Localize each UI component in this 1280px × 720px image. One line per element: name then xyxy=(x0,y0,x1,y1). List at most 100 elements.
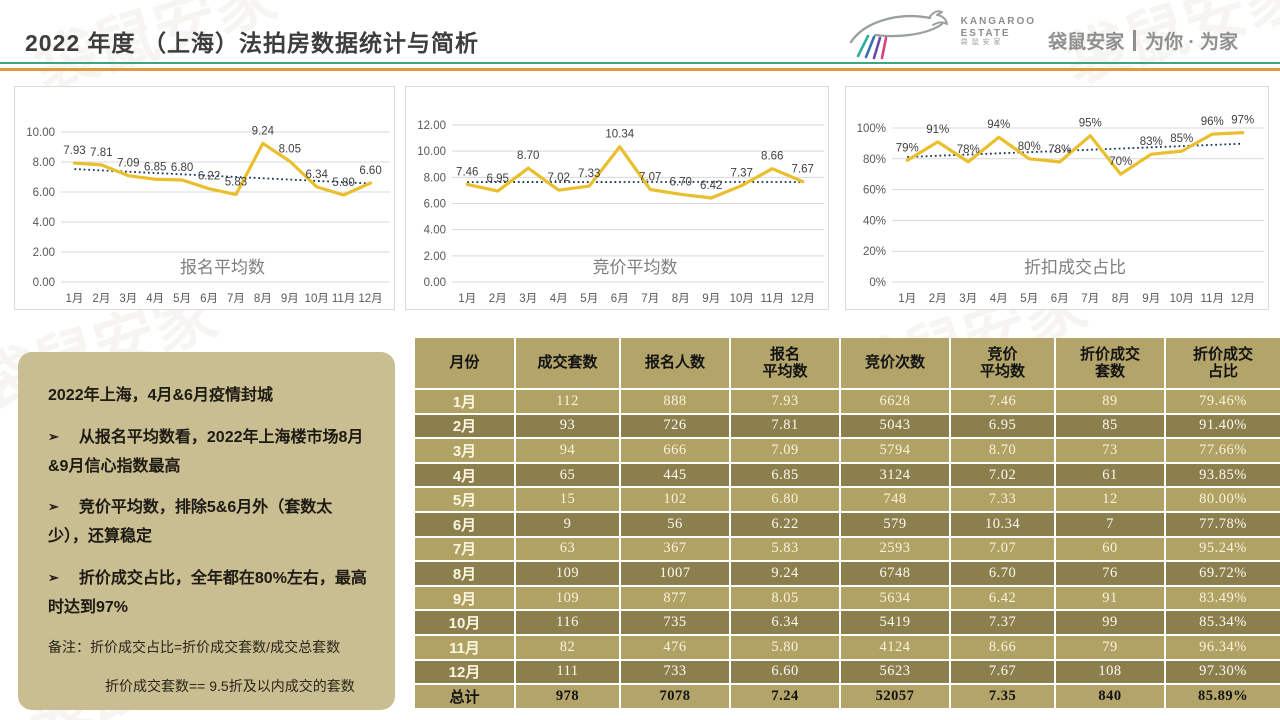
bullet-arrow-icon: ➢ xyxy=(48,569,59,585)
table-cell: 7.07 xyxy=(951,537,1054,561)
table-cell: 6月 xyxy=(415,512,514,536)
header-rule-orange xyxy=(0,68,1280,71)
data-point-label: 8.66 xyxy=(761,151,783,163)
data-point-label: 5.83 xyxy=(225,177,247,189)
data-point-label: 10.34 xyxy=(605,129,634,141)
x-axis-tick-label: 5月 xyxy=(173,293,191,305)
data-point-label: 6.42 xyxy=(700,180,722,192)
table-total-cell: 52057 xyxy=(841,685,949,708)
data-point-label: 91% xyxy=(926,124,949,136)
table-header-cell: 成交套数 xyxy=(516,338,619,388)
table-cell: 85 xyxy=(1056,414,1164,438)
table-cell: 7.02 xyxy=(951,463,1054,487)
table-cell: 7.93 xyxy=(731,390,839,413)
y-axis-tick-label: 20% xyxy=(863,246,886,258)
x-axis-tick-label: 7月 xyxy=(227,293,245,305)
table-cell: 89 xyxy=(1056,390,1164,413)
bullet-arrow-icon: ➢ xyxy=(48,428,59,444)
table-cell: 445 xyxy=(621,463,729,487)
x-axis-tick-label: 10月 xyxy=(1170,293,1194,305)
x-axis-tick-label: 8月 xyxy=(254,293,272,305)
data-point-label: 8.70 xyxy=(517,150,539,162)
table-cell: 91.40% xyxy=(1166,414,1280,438)
data-series-line xyxy=(72,141,373,197)
table-cell: 367 xyxy=(621,537,729,561)
x-axis-tick-label: 3月 xyxy=(519,293,537,305)
table-cell: 5043 xyxy=(841,414,949,438)
table-cell: 6.70 xyxy=(951,562,1054,585)
y-axis-tick-label: 8.00 xyxy=(33,157,55,169)
chart-card-discount-deal-ratio: 0% 20% 40% 60% 80% 100% 1月 2月 3月 4月 5月 6月 7月 8月 9月 10月 1… xyxy=(845,86,1269,310)
brand-tagline: 袋鼠安家 为你 · 为家 xyxy=(1048,27,1238,60)
table-cell: 9月 xyxy=(415,586,514,610)
x-axis-tick-label: 10月 xyxy=(305,293,329,305)
chart-card-bidding-average: 0.00 2.00 4.00 6.00 8.00 10.00 12.00 1月 2月 3月 4月 5月… xyxy=(405,86,829,310)
data-point-label: 79% xyxy=(896,142,919,154)
table-cell: 5634 xyxy=(841,586,949,610)
table-cell: 93 xyxy=(516,414,619,438)
monthly-data-table: 月份 成交套数 报名人数 报名 平均数 竞价次数 竞价 平均数 折价成交 套数 折价成交 占比… xyxy=(415,338,1280,708)
table-cell: 61 xyxy=(1056,463,1164,487)
table-header-cell: 报名人数 xyxy=(621,338,729,388)
page-title: 2022 年度 （上海）法拍房数据统计与简析 xyxy=(25,30,479,56)
x-axis-tick-label: 1月 xyxy=(458,293,476,305)
table-cell: 3月 xyxy=(415,439,514,462)
kangaroo-logo-icon xyxy=(849,10,948,60)
brand-name: KANGAROO ESTATE 袋 鼠 安 家 xyxy=(961,16,1036,51)
insight-bullet-line: ➢ 从报名平均数看，2022年上海楼市场8月&9月信心指数最高 xyxy=(48,424,371,482)
x-axis-tick-label: 4月 xyxy=(146,293,164,305)
table-cell: 5月 xyxy=(415,488,514,511)
x-axis-tick-label: 2月 xyxy=(929,293,947,305)
y-axis-tick-label: 2.00 xyxy=(424,251,446,263)
table-cell: 111 xyxy=(516,660,619,684)
data-point-label: 5.80 xyxy=(332,177,354,189)
x-axis-tick-label: 1月 xyxy=(66,293,84,305)
y-axis-tick-label: 6.00 xyxy=(424,199,446,211)
data-point-label: 7.09 xyxy=(117,158,139,170)
table-cell: 6.34 xyxy=(731,611,839,634)
table-cell: 7.37 xyxy=(951,611,1054,634)
x-axis-tick-label: 6月 xyxy=(200,293,218,305)
x-axis-tick-label: 6月 xyxy=(611,293,629,305)
table-cell: 8月 xyxy=(415,562,514,585)
table-cell: 735 xyxy=(621,611,729,634)
table-cell: 10月 xyxy=(415,611,514,634)
y-axis-tick-label: 100% xyxy=(857,123,886,135)
x-axis-tick-label: 9月 xyxy=(702,293,720,305)
data-point-label: 7.81 xyxy=(90,147,112,159)
table-total-cell: 7.35 xyxy=(951,685,1054,708)
data-point-label: 78% xyxy=(957,144,980,156)
table-cell: 12 xyxy=(1056,488,1164,511)
x-axis-tick-label: 1月 xyxy=(898,293,916,305)
brand-sub: 袋 鼠 安 家 xyxy=(960,39,1002,47)
insight-text-box: 2022年上海，4月&6月疫情封城 ➢ 从报名平均数看，2022年上海楼市场8月&9… xyxy=(18,352,395,710)
table-cell: 7.33 xyxy=(951,488,1054,511)
table-cell: 94 xyxy=(516,439,619,462)
tagline-divider-bar xyxy=(1133,30,1137,51)
table-cell: 85.34% xyxy=(1166,611,1280,634)
table-header-cell: 月份 xyxy=(415,338,514,388)
header-rule-green xyxy=(0,62,1280,64)
table-cell: 5623 xyxy=(841,660,949,684)
insight-bullet-line: ➢ 折价成交占比，全年都在80%左右，最高时达到97% xyxy=(48,565,371,623)
table-cell: 112 xyxy=(516,390,619,413)
table-cell: 102 xyxy=(621,488,729,511)
table-cell: 733 xyxy=(621,660,729,684)
x-axis-tick-label: 4月 xyxy=(990,293,1008,305)
table-cell: 9.24 xyxy=(731,562,839,585)
tagline-right: 为你 · 为家 xyxy=(1145,32,1238,53)
table-cell: 10.34 xyxy=(951,512,1054,536)
x-axis-tick-label: 12月 xyxy=(1231,293,1255,305)
y-axis-tick-label: 0.00 xyxy=(424,277,446,289)
table-total-cell: 总计 xyxy=(415,685,514,708)
table-cell: 65 xyxy=(516,463,619,487)
table-header-cell: 竞价 平均数 xyxy=(951,338,1054,388)
x-axis-tick-label: 11月 xyxy=(1201,293,1224,305)
data-point-label: 80% xyxy=(1018,141,1041,153)
table-cell: 5.80 xyxy=(731,635,839,659)
table-cell: 3124 xyxy=(841,463,949,487)
table-cell: 12月 xyxy=(415,660,514,684)
data-point-label: 6.80 xyxy=(171,162,193,174)
tagline-left: 袋鼠安家 xyxy=(1048,32,1125,53)
data-point-label: 7.46 xyxy=(456,166,478,178)
